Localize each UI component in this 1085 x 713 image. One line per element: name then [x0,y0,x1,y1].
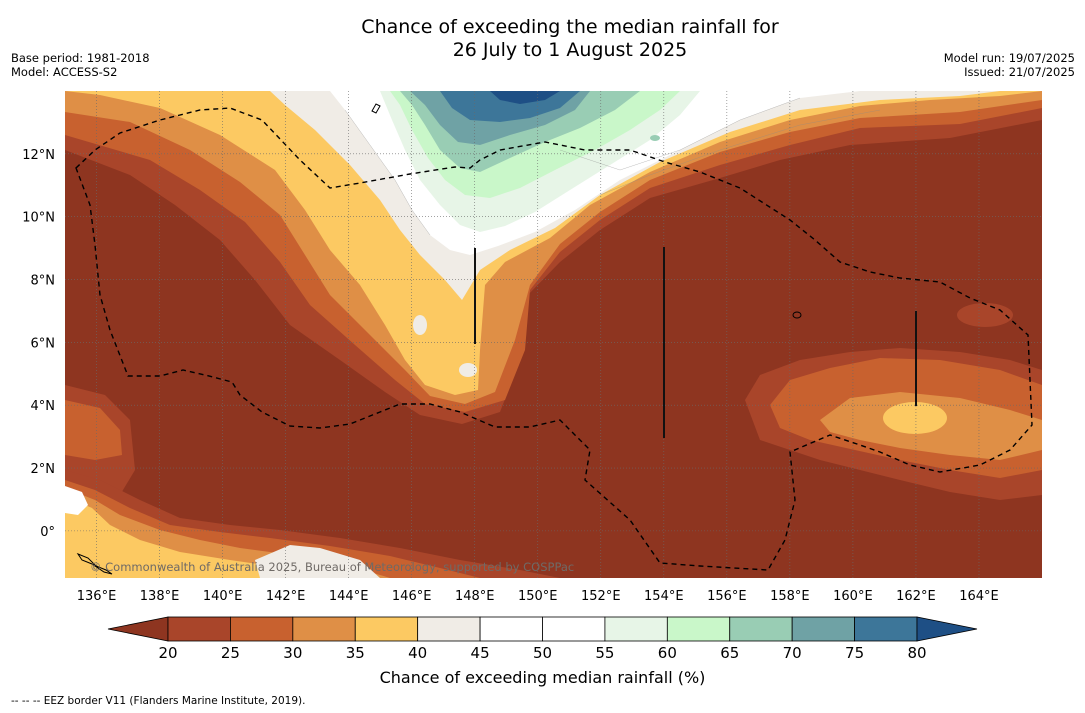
colorbar-tick-label: 25 [221,644,240,662]
copyright-notice: © Commonwealth of Australia 2025, Bureau… [90,560,574,574]
latitude-ticks: 0° 2°N 4°N 6°N 8°N 10°N 12°N [22,148,55,540]
longitude-tick-label: 152°E [581,589,621,604]
colorbar-segment [729,616,793,642]
contour-lines [344,97,881,236]
latitude-tick-label: 0° [40,525,55,540]
longitude-tick-label: 150°E [518,589,558,604]
longitude-ticks: 136°E 138°E 140°E 142°E 144°E 146°E 148°E 150°E… [77,589,999,604]
colorbar-tick-label: 80 [907,644,926,662]
latitude-tick-label: 10°N [22,211,55,226]
latitude-tick-label: 2°N [31,462,56,477]
longitude-tick-label: 138°E [140,589,180,604]
eez-footnote: -- -- -- EEZ border V11 (Flanders Marine… [11,695,306,707]
longitude-tick-label: 144°E [329,589,369,604]
issued-label: Issued: 21/07/2025 [964,65,1075,79]
colorbar-segment [666,616,731,642]
model-run-label: Model run: 19/07/2025 [943,51,1075,65]
colorbar-segment [854,616,918,642]
colorbar [107,616,978,642]
colorbar-segment [292,616,356,642]
island [371,103,381,114]
longitude-tick-label: 162°E [896,589,936,604]
latitude-tick-label: 6°N [31,336,56,351]
colorbar-tick-label: 65 [720,644,739,662]
colorbar-tick-label: 40 [408,644,427,662]
latitude-tick-label: 8°N [31,274,56,289]
colorbar-ticks: 20 25 30 35 40 45 50 55 60 65 70 75 80 [158,644,926,662]
colorbar-segment [354,616,419,642]
colorbar-tick-label: 20 [158,644,177,662]
longitude-tick-label: 142°E [266,589,306,604]
base-period-label: Base period: 1981-2018 [11,51,150,65]
colorbar-segment [791,616,855,642]
colorbar-low-arrow [107,616,169,642]
title-line-1: Chance of exceeding the median rainfall … [361,16,779,38]
colorbar-tick-label: 75 [845,644,864,662]
longitude-tick-label: 158°E [770,589,810,604]
colorbar-tick-label: 45 [471,644,490,662]
colorbar-title: Chance of exceeding median rainfall (%) [379,668,706,687]
colorbar-high-arrow [916,616,978,642]
island [792,311,802,319]
colorbar-tick-label: 50 [533,644,552,662]
colorbar-segment [230,616,294,642]
longitude-tick-label: 154°E [644,589,684,604]
colorbar-tick-label: 35 [346,644,365,662]
colorbar-tick-label: 70 [783,644,802,662]
colorbar-tick-label: 30 [283,644,302,662]
colorbar-tick-label: 60 [658,644,677,662]
latitude-tick-label: 12°N [22,148,55,163]
islands [76,103,802,575]
island [76,552,113,575]
longitude-tick-label: 164°E [959,589,999,604]
latitude-tick-label: 4°N [31,399,56,414]
title-line-2: 26 July to 1 August 2025 [452,39,688,61]
longitude-tick-label: 156°E [707,589,747,604]
reference-lines [474,247,917,438]
model-label: Model: ACCESS-S2 [11,65,118,79]
longitude-tick-label: 146°E [392,589,432,604]
colorbar-segment [479,616,543,642]
colorbar-segment [542,616,606,642]
map-field [65,91,1042,578]
longitude-tick-label: 140°E [203,589,243,604]
graticule [65,91,1042,578]
longitude-tick-label: 148°E [455,589,495,604]
longitude-tick-label: 136°E [77,589,117,604]
colorbar-segment [417,616,481,642]
colorbar-segment [167,616,231,642]
colorbar-segment [604,616,668,642]
longitude-tick-label: 160°E [833,589,873,604]
colorbar-tick-label: 55 [595,644,614,662]
